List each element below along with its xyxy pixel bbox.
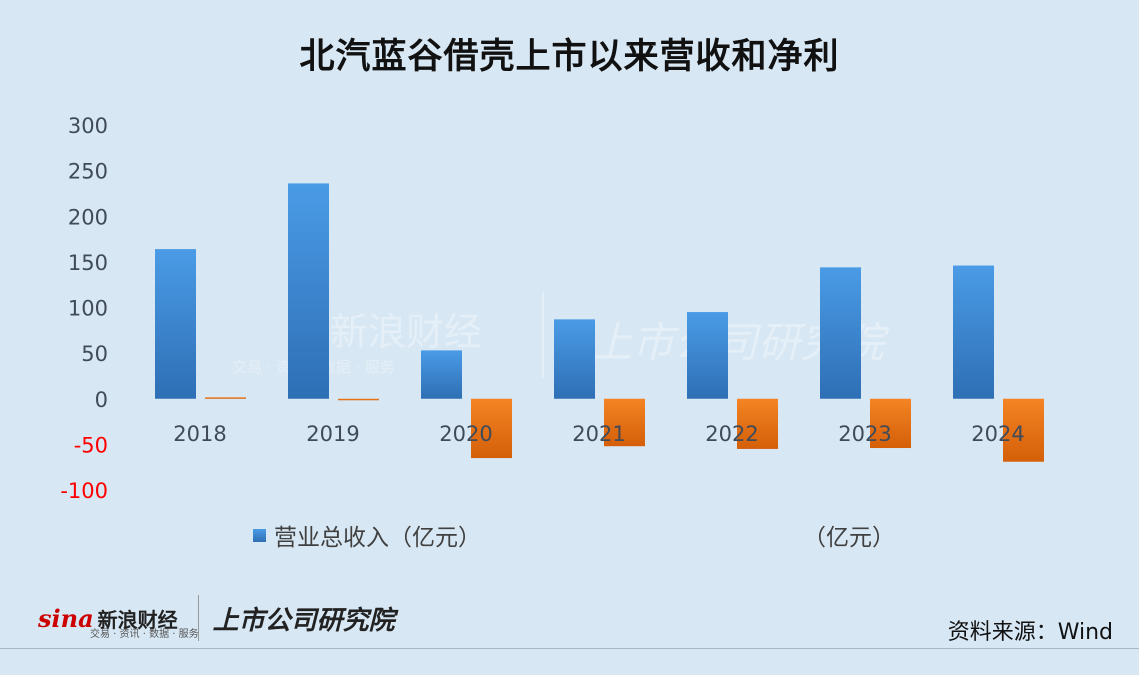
sina-logo: sina xyxy=(38,603,94,633)
chart-title: 北汽蓝谷借壳上市以来营收和净利 xyxy=(299,37,840,77)
data-source: 资料来源：Wind xyxy=(947,620,1113,645)
bar-profit-2019 xyxy=(338,398,379,401)
x-tick-label-2024: 2024 xyxy=(971,422,1024,446)
legend-label-profit: （亿元） xyxy=(803,525,895,551)
sina-tagline: 交易 · 资讯 · 数据 · 服务 xyxy=(90,629,199,640)
legend-item-revenue: 营业总收入（亿元） xyxy=(253,518,481,552)
x-tick-label-2021: 2021 xyxy=(572,422,625,446)
y-tick-label: -50 xyxy=(74,433,108,457)
bar-revenue-2021 xyxy=(554,319,595,399)
sina-name: 新浪财经 xyxy=(97,607,178,632)
x-tick-label-2018: 2018 xyxy=(173,422,226,446)
institute-logo: 上市公司研究院 xyxy=(212,605,395,636)
watermark-sina: 新浪财经 xyxy=(330,310,482,354)
bar-profit-2024 xyxy=(1003,398,1044,462)
bar-profit-2021 xyxy=(604,398,645,447)
x-tick-label-2019: 2019 xyxy=(306,422,359,446)
bar-revenue-2019 xyxy=(288,183,329,399)
y-tick-label: 200 xyxy=(68,205,108,229)
y-tick-label: -100 xyxy=(60,479,108,503)
bar-revenue-2020 xyxy=(421,350,462,399)
bar-revenue-2024 xyxy=(953,265,994,399)
legend-label-revenue: 营业总收入（亿元） xyxy=(274,525,481,551)
bar-profit-2023 xyxy=(870,398,911,449)
y-tick-label: 100 xyxy=(68,297,108,321)
bar-profit-2018 xyxy=(205,397,246,399)
y-tick-label: 50 xyxy=(81,342,108,366)
legend-item-profit: （亿元） xyxy=(803,518,895,552)
bar-revenue-2022 xyxy=(687,312,728,399)
x-tick-label-2020: 2020 xyxy=(439,422,492,446)
y-tick-label: 150 xyxy=(68,251,108,275)
y-tick-label: 250 xyxy=(68,160,108,184)
x-tick-label-2022: 2022 xyxy=(705,422,758,446)
y-tick-label: 300 xyxy=(68,114,108,138)
legend-swatch-revenue xyxy=(253,528,266,542)
bar-profit-2020 xyxy=(471,398,512,459)
bar-revenue-2018 xyxy=(155,249,196,399)
y-tick-label: 0 xyxy=(95,388,108,412)
bar-revenue-2023 xyxy=(820,267,861,399)
x-tick-label-2023: 2023 xyxy=(838,422,891,446)
bottom-divider xyxy=(0,648,1139,649)
bar-profit-2022 xyxy=(737,398,778,449)
logo-divider xyxy=(197,595,199,641)
footer-logo: sina 新浪财经 交易 · 资讯 · 数据 · 服务 上市公司研究院 xyxy=(38,595,395,641)
